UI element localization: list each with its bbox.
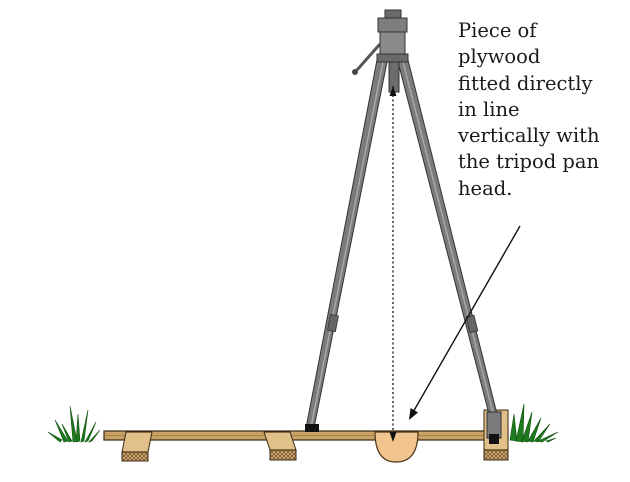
alignment-line bbox=[389, 86, 397, 442]
ground-plank bbox=[103, 430, 509, 441]
wood-block bbox=[263, 431, 297, 461]
plywood-piece bbox=[374, 431, 419, 463]
annotation-caption: Piece of plywood fitted directly in line… bbox=[458, 18, 626, 202]
grass-tuft-icon bbox=[509, 403, 559, 443]
grass-tuft-icon bbox=[47, 405, 101, 443]
tripod-right-leg bbox=[397, 59, 502, 444]
caption-line: vertically with bbox=[458, 124, 600, 148]
tripod-center-leg bbox=[388, 61, 400, 93]
camera-head-icon bbox=[376, 9, 409, 63]
pan-handle bbox=[352, 43, 382, 75]
pointer-arrow bbox=[409, 225, 521, 420]
caption-line: the tripod pan bbox=[458, 150, 600, 174]
caption-line: head. bbox=[458, 176, 513, 200]
caption-line: in line bbox=[458, 97, 520, 121]
caption-line: Piece of bbox=[458, 19, 537, 42]
tripod-left-leg bbox=[305, 59, 388, 432]
caption-line: plywood bbox=[458, 45, 541, 69]
caption-line: fitted directly bbox=[458, 71, 593, 95]
wood-block bbox=[121, 431, 153, 462]
